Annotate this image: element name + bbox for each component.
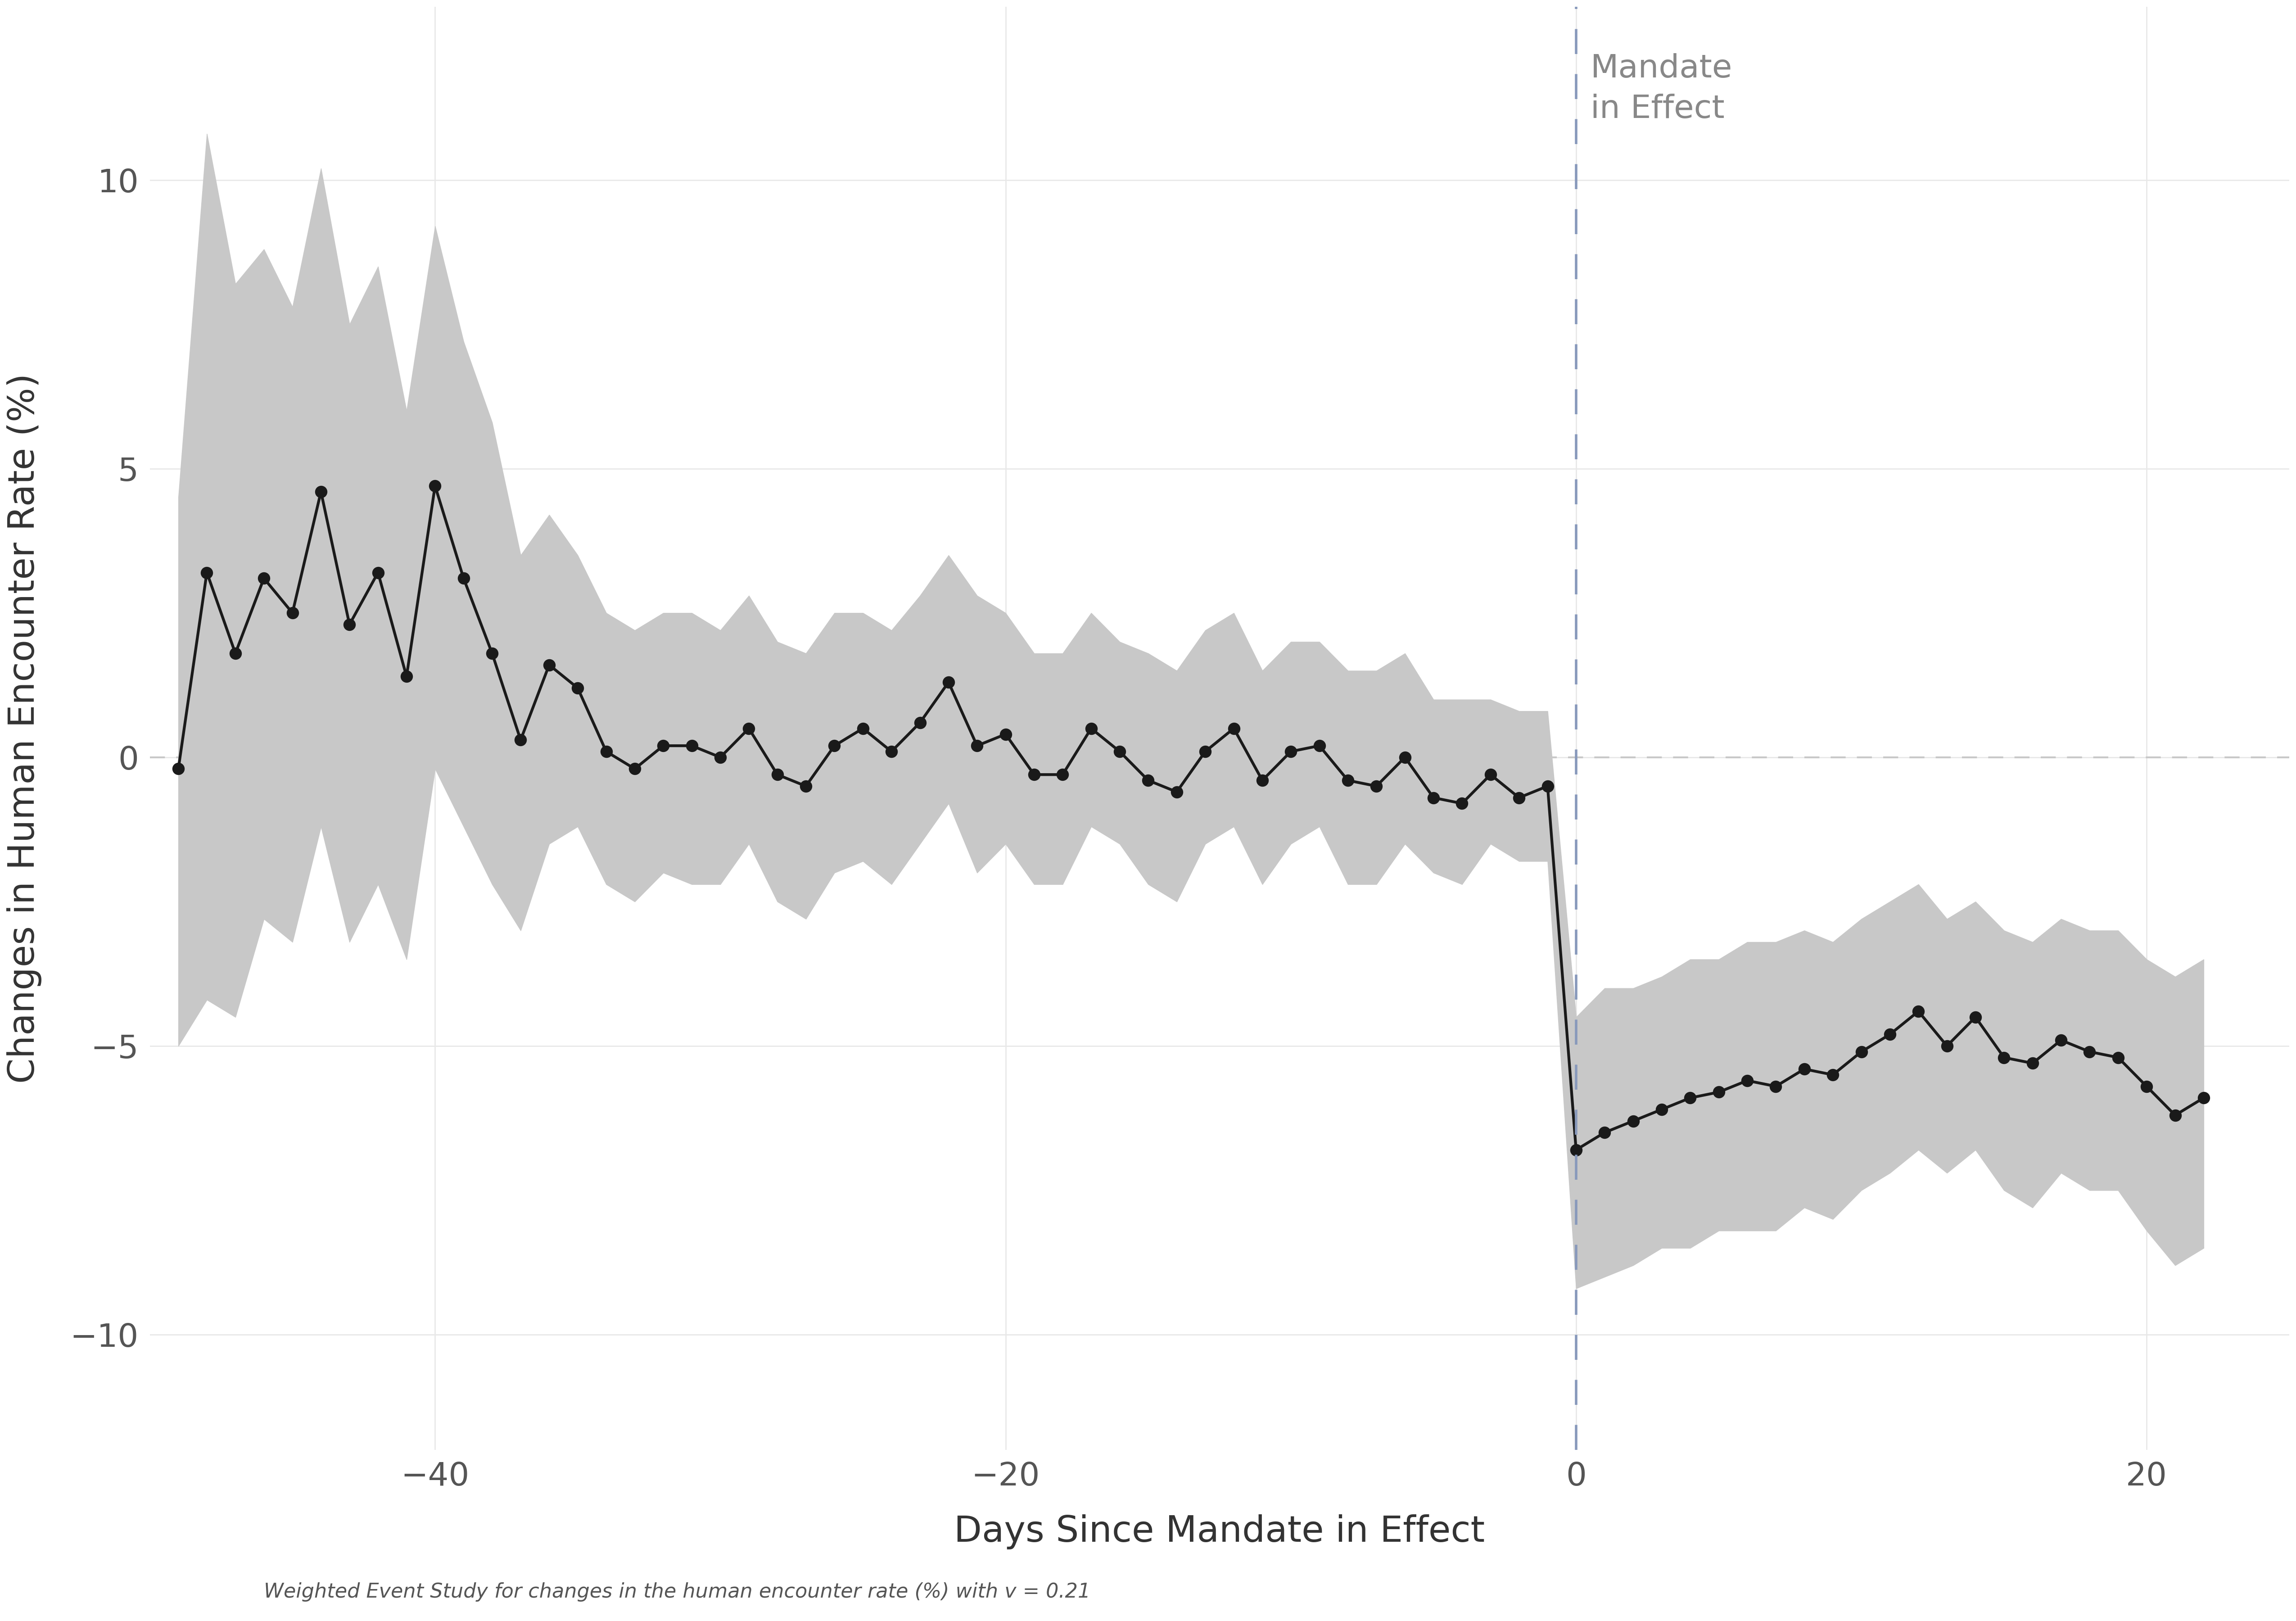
Point [560, 674, 597, 700]
Point [1414, 785, 1451, 810]
Point [303, 478, 340, 504]
Point [1956, 1003, 1993, 1029]
Point [1215, 715, 1251, 741]
Point [1614, 1109, 1651, 1135]
Point [1844, 1039, 1880, 1065]
Point [1644, 1096, 1681, 1122]
Point [588, 739, 625, 765]
Point [2014, 1050, 2050, 1076]
Point [1045, 762, 1081, 788]
Point [1729, 1068, 1766, 1094]
Text: Weighted Event Study for changes in the human encounter rate (%) with v = 0.21: Weighted Event Study for changes in the … [264, 1582, 1091, 1602]
Point [815, 733, 852, 759]
Point [845, 715, 882, 741]
Point [615, 755, 652, 781]
Point [1529, 773, 1566, 799]
Point [388, 663, 425, 689]
Point [1701, 1080, 1738, 1106]
Point [530, 652, 567, 678]
Point [788, 773, 824, 799]
Point [1102, 739, 1139, 765]
Point [188, 559, 225, 585]
Point [416, 473, 452, 499]
Point [246, 566, 282, 592]
Point [1244, 767, 1281, 793]
X-axis label: Days Since Mandate in Effect: Days Since Mandate in Effect [955, 1514, 1486, 1550]
Point [445, 566, 482, 592]
Point [673, 733, 709, 759]
Point [2186, 1084, 2223, 1110]
Point [1814, 1062, 1851, 1088]
Point [1786, 1055, 1823, 1081]
Point [760, 762, 797, 788]
Point [1671, 1084, 1708, 1110]
Point [360, 559, 397, 585]
Point [503, 726, 540, 752]
Point [1557, 1136, 1593, 1162]
Text: Mandate
in Effect: Mandate in Effect [1591, 53, 1733, 125]
Point [872, 739, 909, 765]
Point [1502, 785, 1538, 810]
Point [2043, 1028, 2080, 1054]
Point [1472, 762, 1508, 788]
Point [1302, 733, 1339, 759]
Point [2156, 1102, 2193, 1128]
Point [1272, 739, 1309, 765]
Point [2101, 1044, 2138, 1070]
Point [1015, 762, 1052, 788]
Point [960, 733, 996, 759]
Point [730, 715, 767, 741]
Point [2071, 1039, 2108, 1065]
Point [1929, 1033, 1965, 1059]
Point [1130, 767, 1166, 793]
Point [273, 600, 310, 626]
Point [902, 710, 939, 736]
Point [1072, 715, 1109, 741]
Point [703, 744, 739, 770]
Point [218, 640, 255, 666]
Point [930, 669, 967, 695]
Point [1357, 773, 1394, 799]
Point [161, 755, 197, 781]
Point [1901, 999, 1938, 1024]
Point [473, 640, 510, 666]
Point [645, 733, 682, 759]
Point [2128, 1073, 2165, 1099]
Point [331, 611, 367, 637]
Point [1756, 1073, 1793, 1099]
Point [987, 721, 1024, 747]
Point [1986, 1044, 2023, 1070]
Point [1587, 1120, 1623, 1146]
Point [1387, 744, 1424, 770]
Point [1159, 780, 1196, 806]
Point [1329, 767, 1366, 793]
Point [1187, 739, 1224, 765]
Point [1444, 791, 1481, 817]
Point [1871, 1021, 1908, 1047]
Y-axis label: Changes in Human Encounter Rate (%): Changes in Human Encounter Rate (%) [7, 373, 41, 1083]
